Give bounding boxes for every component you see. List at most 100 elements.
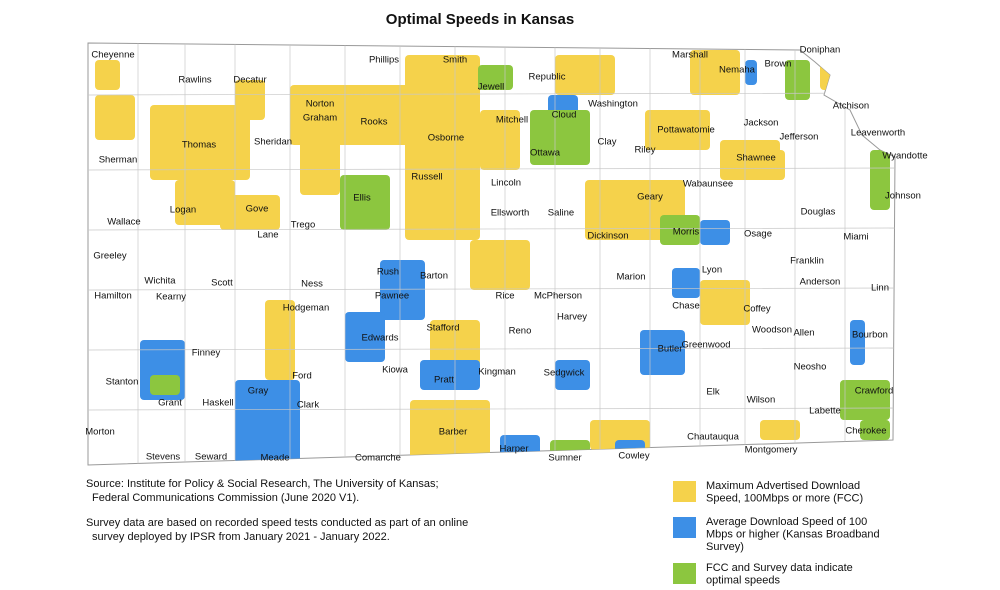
county-label: Crawford bbox=[855, 386, 894, 397]
coverage-patch bbox=[760, 420, 800, 440]
county-line bbox=[88, 92, 895, 96]
county-label: Kingman bbox=[478, 367, 516, 378]
coverage-patch bbox=[700, 220, 730, 245]
county-label: Graham bbox=[303, 113, 337, 124]
legend-swatch bbox=[673, 481, 696, 502]
county-line bbox=[88, 167, 895, 171]
source-text: Source: Institute for Policy & Social Re… bbox=[86, 478, 439, 490]
county-label: Franklin bbox=[790, 256, 824, 267]
legend-label: Average Download Speed of 100 bbox=[706, 516, 867, 528]
county-label: Haskell bbox=[202, 398, 233, 409]
county-label: Sedgwick bbox=[544, 368, 585, 379]
county-label: Anderson bbox=[800, 277, 841, 288]
county-label: Sherman bbox=[99, 155, 138, 166]
coverage-patch bbox=[660, 215, 700, 245]
coverage-patch bbox=[690, 50, 740, 95]
coverage-patch bbox=[785, 60, 810, 100]
county-label: Montgomery bbox=[745, 445, 798, 456]
coverage-patch bbox=[672, 268, 700, 298]
source-text: Federal Communications Commission (June … bbox=[92, 492, 359, 504]
legend-label: FCC and Survey data indicate bbox=[706, 562, 853, 574]
county-line bbox=[88, 287, 895, 291]
county-label: Pratt bbox=[434, 375, 454, 386]
county-label: Johnson bbox=[885, 191, 921, 202]
county-label: Norton bbox=[306, 99, 335, 110]
county-label: Atchison bbox=[833, 101, 869, 112]
county-label: Hodgeman bbox=[283, 303, 329, 314]
county-label: Reno bbox=[509, 326, 532, 337]
county-label: Wallace bbox=[107, 217, 140, 228]
county-label: Leavenworth bbox=[851, 128, 905, 139]
county-label: Wilson bbox=[747, 395, 776, 406]
county-label: Butler bbox=[658, 344, 683, 355]
county-label: Trego bbox=[291, 220, 315, 231]
legend-swatch bbox=[673, 563, 696, 584]
county-label: Mitchell bbox=[496, 115, 528, 126]
county-label: Lane bbox=[257, 230, 278, 241]
coverage-patch bbox=[150, 105, 250, 180]
coverage-patch bbox=[555, 360, 590, 390]
coverage-patch bbox=[380, 260, 425, 320]
county-label: Comanche bbox=[355, 453, 401, 464]
county-label: Cheyenne bbox=[91, 50, 134, 61]
county-label: Chautauqua bbox=[687, 432, 739, 443]
county-label: Finney bbox=[192, 348, 221, 359]
county-label: Edwards bbox=[362, 333, 399, 344]
county-label: Pottawatomie bbox=[657, 125, 715, 136]
county-label: Gove bbox=[246, 204, 269, 215]
county-label: Saline bbox=[548, 208, 574, 219]
county-label: Rush bbox=[377, 267, 399, 278]
county-label: Phillips bbox=[369, 55, 399, 66]
county-label: Elk bbox=[706, 387, 719, 398]
county-label: Grant bbox=[158, 398, 182, 409]
county-label: Pawnee bbox=[375, 291, 409, 302]
county-label: Harper bbox=[499, 444, 528, 455]
county-label: Nemaha bbox=[719, 65, 756, 76]
county-label: Stanton bbox=[106, 377, 139, 388]
county-label: Ness bbox=[301, 279, 323, 290]
county-label: Sumner bbox=[548, 453, 581, 464]
coverage-patch bbox=[265, 300, 295, 380]
county-label: Barber bbox=[439, 427, 468, 438]
county-label: Republic bbox=[529, 72, 566, 83]
county-label: McPherson bbox=[534, 291, 582, 302]
county-label: Osage bbox=[744, 229, 772, 240]
county-label: Lyon bbox=[702, 265, 722, 276]
county-label: Linn bbox=[871, 283, 889, 294]
legend-label: Survey) bbox=[706, 541, 744, 553]
county-label: Ellsworth bbox=[491, 208, 530, 219]
county-label: Clay bbox=[597, 137, 616, 148]
county-label: Rawlins bbox=[178, 75, 212, 86]
county-label: Greenwood bbox=[681, 340, 730, 351]
coverage-patch bbox=[840, 380, 890, 420]
notes: Source: Institute for Policy & Social Re… bbox=[86, 478, 468, 543]
legend-label: Mbps or higher (Kansas Broadband bbox=[706, 529, 880, 541]
county-label: Neosho bbox=[794, 362, 827, 373]
county-label: Clark bbox=[297, 400, 319, 411]
county-label: Chase bbox=[672, 301, 699, 312]
legend-label: Maximum Advertised Download bbox=[706, 480, 860, 492]
county-label: Sheridan bbox=[254, 137, 292, 148]
coverage-patch bbox=[645, 110, 710, 150]
county-label: Meade bbox=[260, 453, 289, 464]
county-label: Logan bbox=[170, 205, 196, 216]
county-label: Thomas bbox=[182, 140, 217, 151]
county-label: Rooks bbox=[361, 117, 388, 128]
county-label: Labette bbox=[809, 406, 841, 417]
county-label: Greeley bbox=[93, 251, 127, 262]
map-title: Optimal Speeds in Kansas bbox=[386, 11, 574, 28]
county-label: Kiowa bbox=[382, 365, 409, 376]
county-label: Jewell bbox=[478, 82, 504, 93]
county-label: Cloud bbox=[552, 110, 577, 121]
county-label: Gray bbox=[248, 386, 269, 397]
county-label: Morris bbox=[673, 227, 700, 238]
county-label: Scott bbox=[211, 278, 233, 289]
county-label: Dickinson bbox=[587, 231, 628, 242]
coverage-patch bbox=[300, 135, 340, 195]
county-label: Cowley bbox=[618, 451, 649, 462]
county-label: Kearny bbox=[156, 292, 186, 303]
coverage-patch bbox=[290, 85, 410, 145]
county-label: Jefferson bbox=[780, 132, 819, 143]
